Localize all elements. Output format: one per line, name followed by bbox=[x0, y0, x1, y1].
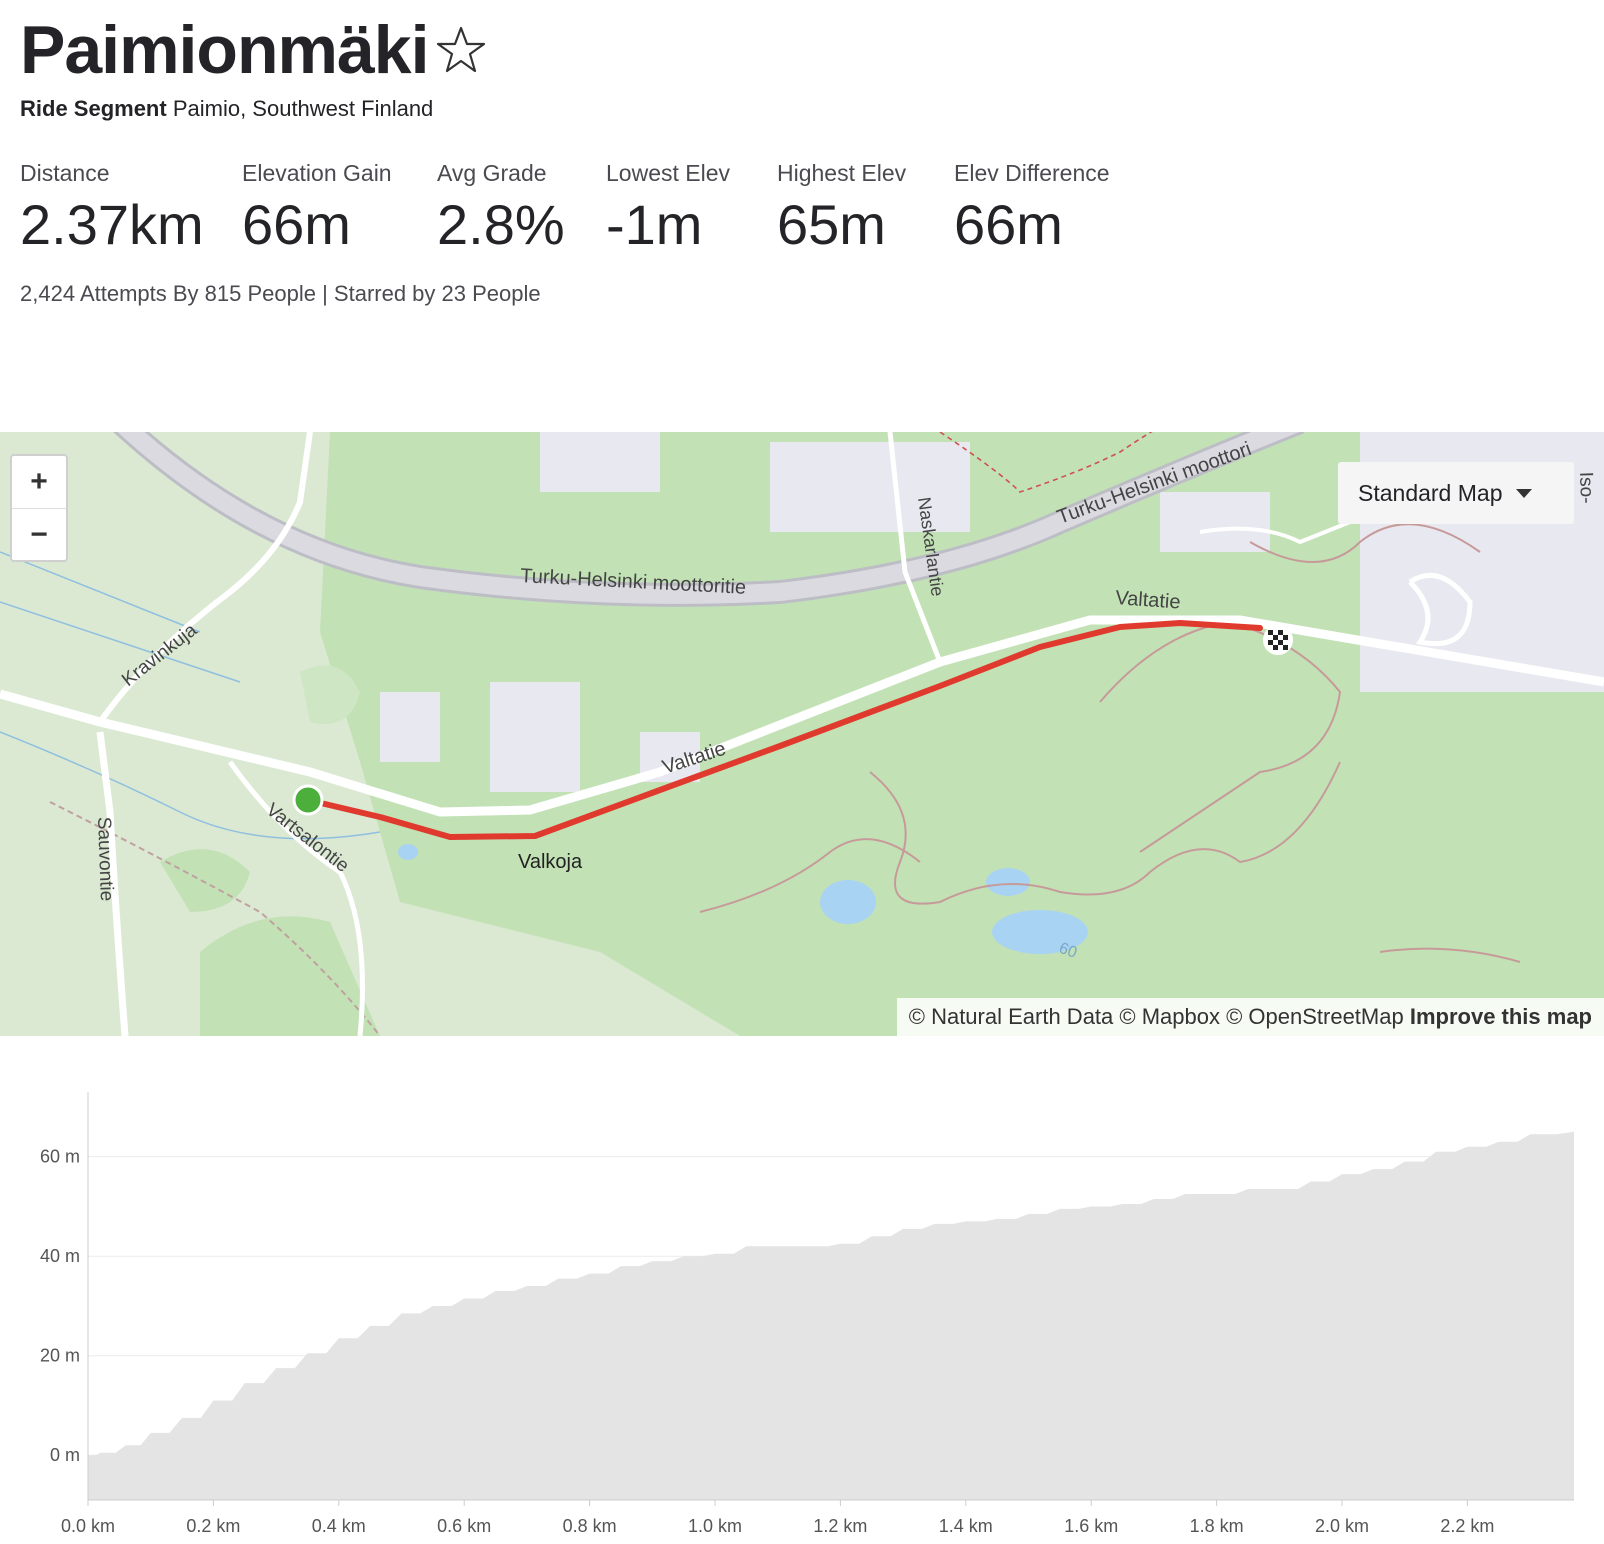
x-tick-label: 0.6 km bbox=[437, 1516, 491, 1536]
segment-location: Paimio, Southwest Finland bbox=[172, 96, 434, 121]
stat-label: Avg Grade bbox=[437, 160, 547, 186]
stat-label: Lowest Elev bbox=[606, 160, 731, 186]
y-tick-label: 60 m bbox=[40, 1147, 80, 1167]
attempts-text: 2,424 Attempts By 815 People | Starred b… bbox=[20, 281, 541, 306]
segment-header: Paimionmäki Ride Segment Paimio, Southwe… bbox=[20, 10, 487, 122]
map-zoom-control: + − bbox=[10, 454, 68, 562]
stat-value: 2.8% bbox=[437, 193, 565, 256]
x-tick-label: 1.4 km bbox=[939, 1516, 993, 1536]
x-tick-label: 1.6 km bbox=[1064, 1516, 1118, 1536]
elevation-profile: 0 m 20 m 40 m 60 m 0.0 km 0.2 km 0.4 km 0.6 km 0… bbox=[0, 1080, 1604, 1544]
elevation-chart: 0 m 20 m 40 m 60 m 0.0 km 0.2 km 0.4 km 0.6 km 0… bbox=[40, 1092, 1574, 1536]
stat-label: Distance bbox=[20, 160, 110, 186]
stat-value: 2.37km bbox=[20, 193, 204, 256]
x-tick-label: 0.4 km bbox=[312, 1516, 366, 1536]
x-tick-label: 0.0 km bbox=[61, 1516, 115, 1536]
star-icon[interactable] bbox=[435, 24, 487, 76]
stat-label: Elev Difference bbox=[954, 160, 1110, 186]
zoom-out-button[interactable]: − bbox=[12, 508, 66, 561]
x-tick-label: 1.0 km bbox=[688, 1516, 742, 1536]
title-row: Paimionmäki bbox=[20, 10, 487, 90]
stat-value: -1m bbox=[606, 193, 703, 256]
finish-flag-icon[interactable] bbox=[1263, 625, 1293, 655]
stat-elevation-gain: Elevation Gain 66m bbox=[242, 160, 392, 255]
stat-value: 65m bbox=[777, 193, 886, 256]
x-tick-label: 2.2 km bbox=[1440, 1516, 1494, 1536]
stat-label: Highest Elev bbox=[777, 160, 907, 186]
map-canvas: Turku-Helsinki moottoritie Turku-Helsink… bbox=[0, 432, 1604, 1036]
y-tick-label: 20 m bbox=[40, 1346, 80, 1366]
x-tick-label: 1.2 km bbox=[813, 1516, 867, 1536]
elevation-area bbox=[88, 1131, 1574, 1500]
start-marker[interactable] bbox=[292, 784, 324, 816]
stat-elev-difference: Elev Difference 66m bbox=[954, 160, 1110, 255]
chevron-down-icon bbox=[1516, 488, 1533, 498]
x-tick-label: 2.0 km bbox=[1315, 1516, 1369, 1536]
stat-value: 66m bbox=[242, 193, 351, 256]
stat-distance: Distance 2.37km bbox=[20, 160, 204, 255]
map-label-contour: 60 bbox=[1057, 940, 1080, 962]
map-label-valkoja: Valkoja bbox=[518, 851, 583, 873]
y-tick-label: 0 m bbox=[50, 1445, 80, 1465]
map-attribution: © Natural Earth Data © Mapbox © OpenStre… bbox=[896, 998, 1604, 1036]
x-tick-label: 0.8 km bbox=[563, 1516, 617, 1536]
map-label-sauvontie: Sauvontie bbox=[93, 816, 117, 901]
segment-type: Ride Segment bbox=[20, 96, 167, 121]
segment-title: Paimionmäki bbox=[20, 12, 429, 88]
stat-lowest-elev: Lowest Elev -1m bbox=[606, 160, 730, 255]
map-label-iso: Iso- bbox=[1575, 471, 1597, 503]
x-tick-label: 0.2 km bbox=[186, 1516, 240, 1536]
y-tick-label: 40 m bbox=[40, 1246, 80, 1266]
segment-map[interactable]: Turku-Helsinki moottoritie Turku-Helsink… bbox=[0, 432, 1604, 1036]
segment-subtitle: Ride Segment Paimio, Southwest Finland bbox=[20, 96, 487, 122]
zoom-in-button[interactable]: + bbox=[30, 465, 48, 498]
attribution-text: © Natural Earth Data © Mapbox © OpenStre… bbox=[908, 1004, 1404, 1029]
stat-value: 66m bbox=[954, 193, 1063, 256]
map-type-dropdown[interactable]: Standard Map bbox=[1338, 462, 1574, 524]
improve-map-link[interactable]: Improve this map bbox=[1409, 1004, 1592, 1029]
x-tick-label: 1.8 km bbox=[1190, 1516, 1244, 1536]
map-label-valtatie-1: Valtatie bbox=[1115, 587, 1182, 613]
stat-avg-grade: Avg Grade 2.8% bbox=[437, 160, 565, 255]
segment-route-line bbox=[305, 620, 1263, 840]
stat-label: Elevation Gain bbox=[242, 160, 392, 186]
stat-highest-elev: Highest Elev 65m bbox=[777, 160, 906, 255]
map-type-label: Standard Map bbox=[1358, 479, 1503, 506]
